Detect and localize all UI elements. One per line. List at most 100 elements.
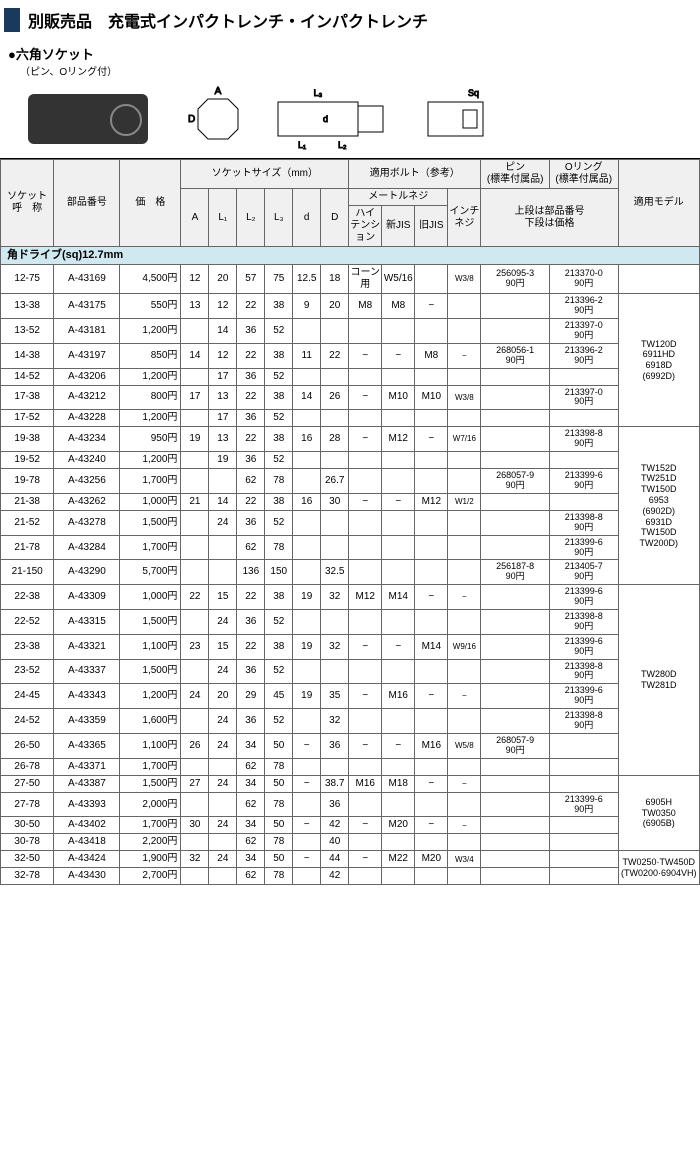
bolt-shin: M20 [382,817,415,834]
socket-name: 26-50 [1,733,54,758]
part-number: A-43371 [54,758,120,775]
dim-D: 30 [321,493,349,510]
socket-name: 27-78 [1,792,54,817]
dim-D [321,510,349,535]
table-row: 17-38A-43212800円171322381426−M10M10W3/82… [1,385,700,410]
diagram-row: A D L₃ L₁ L₂ d Sq [0,80,700,159]
dim-L2: 57 [237,265,265,294]
dim-A [181,469,209,494]
bolt-shin: M18 [382,775,415,792]
oring [549,834,618,851]
bolt-hi [349,758,382,775]
dim-L3: 78 [265,535,293,560]
dim-D: 42 [321,817,349,834]
bolt-inch: − [448,684,481,709]
dim-A [181,792,209,817]
part-number: A-43359 [54,709,120,734]
bolt-hi [349,868,382,885]
bolt-kyu [415,560,448,585]
part-number: A-43212 [54,385,120,410]
dim-L3: 50 [265,817,293,834]
bolt-shin [382,452,415,469]
dim-A: 32 [181,851,209,868]
pin [481,427,550,452]
price: 1,700円 [120,817,181,834]
bolt-hi [349,452,382,469]
socket-name: 32-78 [1,868,54,885]
th-metric: メートルネジ [349,189,448,206]
bolt-shin: M14 [382,585,415,610]
dim-D [321,410,349,427]
bolt-kyu [415,265,448,294]
dim-L3: 78 [265,834,293,851]
price: 1,500円 [120,510,181,535]
bolt-shin [382,535,415,560]
dim-d [293,452,321,469]
dim-L1: 17 [209,368,237,385]
dim-L3: 50 [265,775,293,792]
bolt-kyu [415,368,448,385]
bolt-kyu [415,758,448,775]
price: 1,000円 [120,585,181,610]
part-number: A-43197 [54,343,120,368]
oring: 213399-690円 [549,634,618,659]
socket-name: 21-150 [1,560,54,585]
model-cell: 6905HTW0350(6905B) [618,775,699,851]
th-pin-note: 上段は部品番号下段は価格 [481,189,618,247]
th-part: 部品番号 [54,160,120,247]
bolt-hi: − [349,343,382,368]
pin: 256095-390円 [481,265,550,294]
bolt-shin [382,834,415,851]
price: 1,500円 [120,659,181,684]
dim-d [293,535,321,560]
dim-L1: 20 [209,265,237,294]
socket-name: 17-52 [1,410,54,427]
dim-d [293,510,321,535]
dim-L2: 62 [237,868,265,885]
bolt-shin [382,510,415,535]
socket-name: 30-50 [1,817,54,834]
table-row: 19-52A-432401,200円193652 [1,452,700,469]
dim-L3: 52 [265,452,293,469]
svg-text:Sq: Sq [468,88,479,98]
pin [481,758,550,775]
bolt-shin: − [382,493,415,510]
table-row: 13-38A-43175550円13122238920M8M8−213396-2… [1,294,700,319]
dim-A [181,410,209,427]
bolt-hi: M12 [349,585,382,610]
bolt-kyu: M12 [415,493,448,510]
bolt-kyu [415,535,448,560]
dim-D [321,368,349,385]
bolt-inch: W3/8 [448,265,481,294]
dim-A [181,868,209,885]
dim-A [181,510,209,535]
th-pin: ピン(標準付属品) [481,160,550,189]
page-title: 別販売品 充電式インパクトレンチ・インパクトレンチ [28,8,428,32]
part-number: A-43240 [54,452,120,469]
part-number: A-43321 [54,634,120,659]
bolt-inch [448,318,481,343]
dim-D: 35 [321,684,349,709]
bolt-kyu: − [415,684,448,709]
oring: 213399-690円 [549,535,618,560]
pin [481,868,550,885]
price: 1,700円 [120,535,181,560]
dim-L2: 22 [237,585,265,610]
bolt-shin [382,318,415,343]
dim-L2: 22 [237,634,265,659]
table-row: 23-38A-433211,100円231522381932−−M14W9/16… [1,634,700,659]
socket-name: 23-38 [1,634,54,659]
dim-L3: 52 [265,368,293,385]
pin [481,385,550,410]
bolt-inch: W1/2 [448,493,481,510]
bolt-inch [448,709,481,734]
dim-L2: 36 [237,610,265,635]
oring [549,368,618,385]
part-number: A-43206 [54,368,120,385]
th-price: 価 格 [120,160,181,247]
part-number: A-43284 [54,535,120,560]
dim-L3: 45 [265,684,293,709]
bolt-shin: M10 [382,385,415,410]
dim-L2: 22 [237,294,265,319]
socket-name: 30-78 [1,834,54,851]
